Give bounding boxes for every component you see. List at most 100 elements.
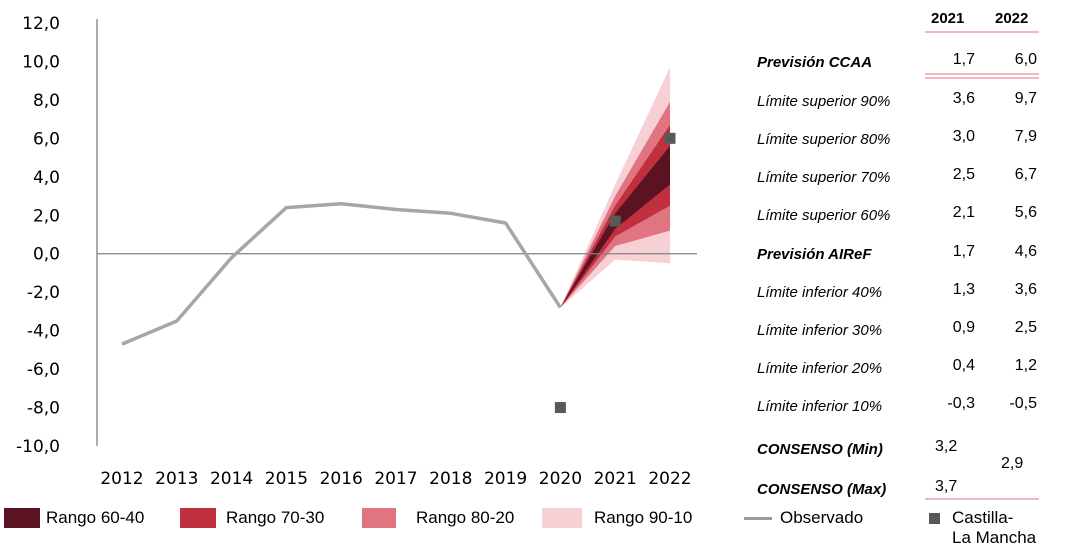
legend-item-castilla: Castilla- La Mancha [929,508,1036,548]
y-tick-label: 6,0 [33,129,60,149]
legend-item-range-80-20: Rango 80-20 [362,508,514,528]
x-tick-label: 2013 [155,469,198,489]
table-cell-2022: -0,5 [1009,395,1037,412]
x-tick-label: 2018 [429,469,472,489]
table-cell-2021: 0,9 [952,319,975,336]
table-cell-2022: 4,6 [1014,243,1037,260]
table-header-2022: 2022 [995,10,1029,27]
y-tick-label: 4,0 [33,168,60,188]
legend-label-70-30: Rango 70-30 [226,508,325,527]
table-row-label: Previsión CCAA [757,54,873,71]
table-cell-2021: 2,1 [952,204,975,221]
table-bottom-rule [925,498,1039,500]
legend-label-castilla: Castilla- La Mancha [952,508,1036,548]
castilla-point [664,132,676,144]
table-row-label: Límite inferior 30% [757,322,883,339]
swatch-observed [744,517,772,520]
table-cell-2022: 2,5 [1014,319,1037,336]
table-row-label: Límite superior 70% [757,169,891,186]
consenso-2022: 2,9 [1001,455,1024,472]
x-tick-label: 2017 [374,469,417,489]
table-row-label: Previsión AIReF [757,246,872,263]
x-tick-label: 2021 [594,469,637,489]
legend-label-castilla-line1: Castilla- [952,508,1014,527]
observed-line [121,201,562,346]
x-tick-label: 2016 [320,469,363,489]
table-cell-2021: 2,5 [952,166,975,183]
castilla-point [554,402,566,414]
y-tick-label: 2,0 [33,206,60,226]
table-cell-2021: 1,7 [952,243,975,260]
table-cell-2022: 5,6 [1014,204,1037,221]
castilla-point [609,215,621,227]
table-cell-2021: 0,4 [952,357,975,374]
table-row-label: Límite inferior 20% [757,360,883,377]
legend-label-observed: Observado [780,508,864,527]
y-tick-label: -8,0 [27,399,60,419]
swatch-80-20 [362,508,396,528]
consenso-max-2021: 3,7 [935,478,958,495]
x-tick-label: 2022 [648,469,691,489]
table-row-label: Límite superior 60% [757,207,891,224]
legend: Rango 60-40 Rango 70-30 Rango 80-20 Rang… [0,508,1067,555]
band-60-40 [560,146,670,308]
y-tick-label: -2,0 [27,283,60,303]
band-90-10 [560,67,670,308]
y-tick-label: -6,0 [27,360,60,380]
fan-bands [560,67,670,308]
table-cell-2021: 3,6 [952,90,975,107]
x-tick-label: 2019 [484,469,527,489]
swatch-90-10 [542,508,582,528]
axes [96,19,697,446]
castilla-points [554,132,676,414]
consenso-max-label: CONSENSO (Max) [757,481,887,498]
legend-label-90-10: Rango 90-10 [594,508,693,527]
y-tick-label: 8,0 [33,91,60,111]
legend-item-range-60-40: Rango 60-40 [4,508,144,528]
table-cell-2022: 7,9 [1014,128,1037,145]
y-tick-labels: 12,0 10,0 8,0 6,0 4,0 2,0 0,0 -2,0 -4,0 -6,0 -8,0 -… [16,14,60,457]
swatch-60-40 [4,508,40,528]
table-row-label: Límite superior 90% [757,93,891,110]
table-cell-2021: 1,7 [952,51,975,68]
y-tick-label: -10,0 [16,437,60,457]
forecast-table: 2021 2022 Previsión CCAA 1,7 6,0 Límite sup… [745,0,1055,500]
legend-item-observed: Observado [744,508,863,528]
ccaa-rule-2 [925,77,1039,79]
table-cell-2022: 6,7 [1014,166,1037,183]
consenso-min-label: CONSENSO (Min) [757,441,883,458]
table-cell-2022: 9,7 [1014,90,1037,107]
legend-label-castilla-line2: La Mancha [952,528,1037,547]
consenso-min-2021: 3,2 [935,438,958,455]
y-tick-label: 12,0 [22,14,60,34]
table-header-2021: 2021 [931,10,965,27]
table-cell-2021: 3,0 [952,128,975,145]
x-tick-label: 2015 [265,469,308,489]
legend-label-80-20: Rango 80-20 [416,508,515,527]
table-cell-2022: 3,6 [1014,281,1037,298]
observed-series [121,201,562,346]
table-cell-2022: 1,2 [1014,357,1037,374]
y-tick-label: 0,0 [33,245,60,265]
table-row-label: Límite inferior 10% [757,398,883,415]
fan-chart: 12,0 10,0 8,0 6,0 4,0 2,0 0,0 -2,0 -4,0 -6,0 -8,0 -… [16,14,697,489]
table-cell-2021: 1,3 [952,281,975,298]
table-row-label: Límite inferior 40% [757,284,883,301]
band-80-20 [560,101,670,308]
swatch-70-30 [180,508,216,528]
table-header-rule [925,31,1039,33]
legend-item-range-90-10: Rango 90-10 [542,508,692,528]
y-tick-label: -4,0 [27,322,60,342]
legend-label-60-40: Rango 60-40 [46,508,145,527]
x-tick-labels: 2012 2013 2014 2015 2016 2017 2018 2019 2020 2021… [100,469,691,489]
x-tick-label: 2020 [539,469,582,489]
legend-item-range-70-30: Rango 70-30 [180,508,324,528]
ccaa-rule-1 [925,73,1039,75]
table-row-label: Límite superior 80% [757,131,891,148]
swatch-castilla [929,513,940,524]
table-cell-2022: 6,0 [1014,51,1037,68]
table-cell-2021: -0,3 [947,395,975,412]
x-tick-label: 2012 [100,469,143,489]
y-tick-label: 10,0 [22,52,60,72]
x-tick-label: 2014 [210,469,253,489]
